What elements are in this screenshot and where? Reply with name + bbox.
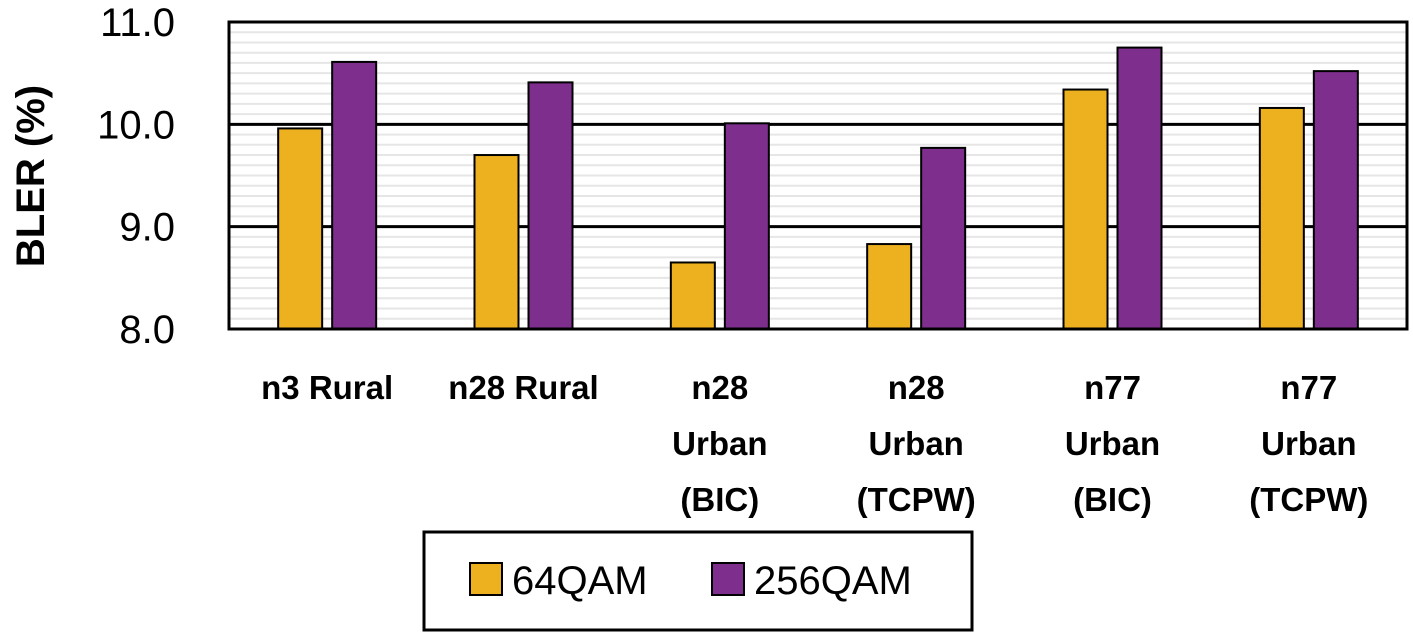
x-category-label: (BIC): [1073, 481, 1152, 518]
x-axis-category-labels: n3 Rural n28 Rural n28 Urban (BIC) n28 Urban (T…: [261, 369, 1368, 518]
legend-label-256qam: 256QAM: [754, 559, 912, 603]
x-category-label: n28: [888, 369, 945, 406]
bar-64qam-2: [669, 261, 716, 331]
bar-64qam-5: [1258, 106, 1305, 330]
y-tick-label: 9.0: [119, 206, 175, 250]
legend-label-64qam: 64QAM: [512, 559, 648, 603]
y-axis-title: BLER (%): [9, 85, 53, 267]
legend-swatch-64qam: [469, 562, 503, 596]
y-tick-label: 10.0: [97, 103, 175, 147]
bar-256qam-0: [331, 60, 378, 330]
bar-256qam-1: [527, 81, 574, 330]
bar-64qam-4: [1062, 88, 1109, 331]
x-category-label: Urban: [1065, 425, 1160, 462]
bar-256qam-5: [1312, 70, 1359, 331]
legend-swatch-256qam: [711, 562, 745, 596]
y-tick-label: 8.0: [119, 308, 175, 352]
y-axis-tick-labels: 8.0 9.0 10.0 11.0: [97, 1, 175, 352]
x-category-label: n77: [1084, 369, 1141, 406]
x-category-label: n28: [691, 369, 748, 406]
bar-256qam-3: [920, 146, 967, 330]
bar-256qam-2: [723, 122, 770, 330]
x-category-label: (TCPW): [857, 481, 976, 518]
minor-gridlines: [229, 31, 1407, 320]
x-category-label: Urban: [1261, 425, 1356, 462]
x-category-label: n77: [1280, 369, 1337, 406]
x-category-label: Urban: [672, 425, 767, 462]
x-category-label: (TCPW): [1249, 481, 1368, 518]
major-gridlines: [229, 122, 1407, 229]
y-tick-label: 11.0: [100, 1, 175, 45]
x-category-label: (BIC): [680, 481, 759, 518]
x-category-label: n3 Rural: [261, 369, 393, 406]
plot-area-frame: [227, 20, 1409, 331]
bar-64qam-0: [277, 127, 324, 330]
x-category-label: Urban: [868, 425, 963, 462]
bar-256qam-4: [1116, 46, 1163, 330]
bars-layer: [277, 46, 1359, 331]
legend: 64QAM 256QAM: [422, 530, 974, 632]
x-category-label: n28 Rural: [448, 369, 598, 406]
legend-frame: [422, 530, 974, 632]
bar-64qam-1: [473, 154, 520, 330]
bar-64qam-3: [866, 243, 913, 331]
